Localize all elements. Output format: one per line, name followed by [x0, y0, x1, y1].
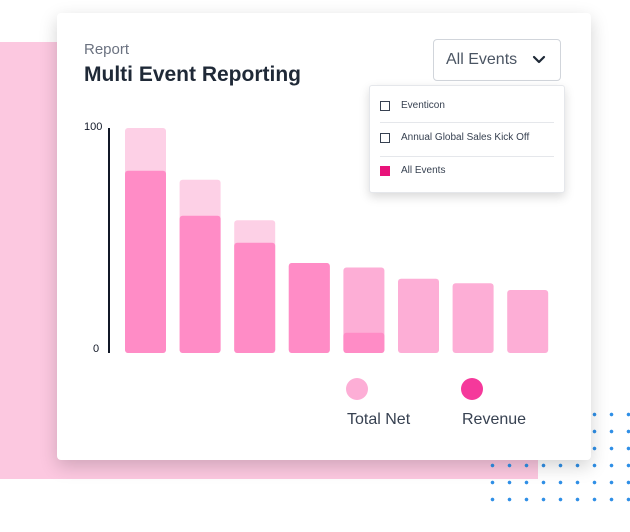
legend-label-revenue: Revenue: [462, 411, 527, 428]
bar-total-net-5: [343, 267, 385, 353]
menu-divider: [380, 122, 554, 123]
bar-group: [125, 128, 549, 353]
filter-option-label: Eventicon: [401, 100, 445, 111]
legend-dot-total-net: [346, 378, 368, 400]
bar-revenue-5: [343, 332, 385, 353]
report-eyebrow: Report: [84, 41, 130, 58]
chevron-down-icon: [532, 55, 546, 64]
bar-chart: [108, 128, 549, 353]
bar-total-net-7: [452, 283, 494, 353]
bar-revenue-1: [125, 170, 166, 353]
filter-option-annual-global-sales-kick-off[interactable]: Annual Global Sales Kick Off: [380, 132, 529, 143]
event-filter-select[interactable]: All Events: [433, 39, 561, 81]
filter-option-all-events[interactable]: All Events: [380, 165, 445, 176]
bar-total-net-6: [398, 278, 439, 353]
event-filter-value: All Events: [446, 51, 518, 68]
filter-option-label: All Events: [401, 165, 446, 176]
legend-dot-revenue: [461, 378, 483, 400]
legend-label-total-net: Total Net: [347, 411, 411, 428]
bar-revenue-3: [234, 242, 276, 353]
menu-divider: [380, 156, 554, 157]
checkbox-icon[interactable]: [380, 132, 390, 143]
report-card: Report Multi Event Reporting All Events …: [57, 13, 591, 460]
bar-revenue-2: [179, 215, 221, 353]
event-filter-dropdown: Eventicon Annual Global Sales Kick Off A…: [369, 85, 565, 193]
checkbox-checked-icon[interactable]: [380, 165, 390, 176]
bar-total-net-8: [507, 290, 549, 353]
y-tick-label-min: 0: [93, 343, 100, 355]
filter-option-label: Annual Global Sales Kick Off: [401, 132, 530, 143]
y-tick-label-max: 100: [84, 121, 103, 133]
bar-revenue-4: [288, 263, 330, 353]
filter-option-eventicon[interactable]: Eventicon: [380, 100, 445, 111]
checkbox-icon[interactable]: [380, 100, 390, 111]
report-title: Multi Event Reporting: [84, 63, 301, 86]
